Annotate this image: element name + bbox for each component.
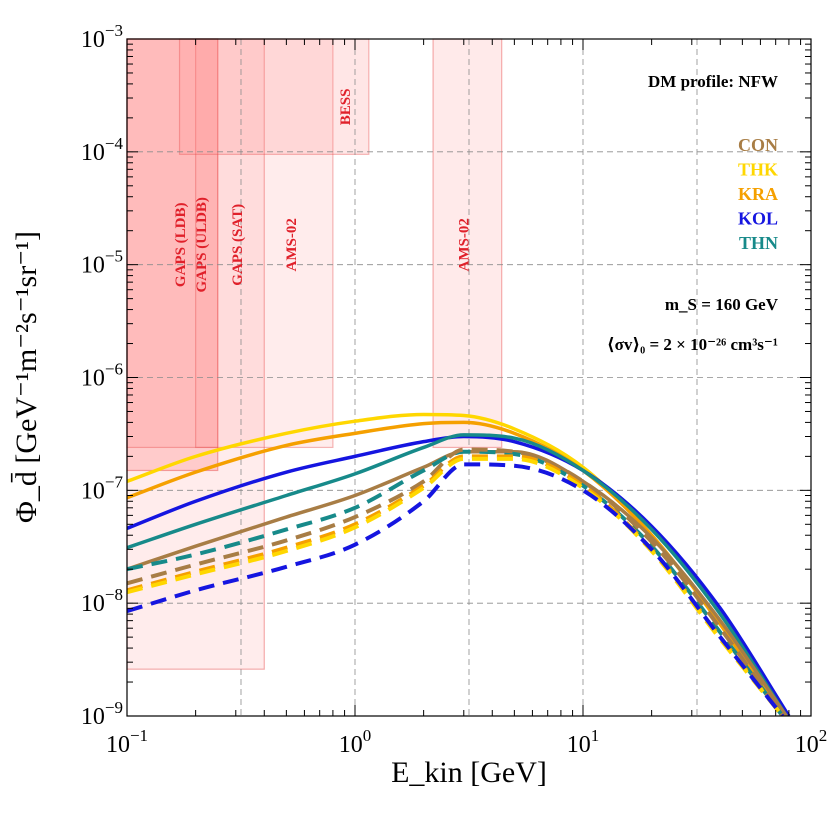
y-axis-title: Φ_d̄ [GeV⁻¹m⁻²s⁻¹sr⁻¹]: [10, 231, 43, 523]
sensitivity-region: [195, 38, 334, 449]
sensitivity-region-label: GAPS (ULDB): [194, 197, 210, 292]
y-tick-label: 10−7: [81, 472, 124, 504]
x-tick-label: 101: [567, 726, 600, 758]
legend-entry-con: CON: [738, 135, 778, 155]
sensitivity-region-label: BESS: [338, 89, 354, 126]
sensitivity-region: [178, 38, 370, 155]
legend-entry-thk: THK: [738, 160, 778, 180]
mass-annotation: m_S = 160 GeV: [665, 295, 779, 314]
sensitivity-region-label: GAPS (LDB): [173, 203, 189, 288]
y-tick-label: 10−6: [81, 360, 123, 392]
x-axis-title: E_kin [GeV]: [391, 756, 547, 789]
cross-section-annotation: ⟨σv⟩₀ = 2 × 10⁻²⁶ cm³s⁻¹: [607, 335, 778, 354]
y-tick-label: 10−8: [81, 585, 123, 617]
sensitivity-region: [126, 38, 219, 449]
y-tick-label: 10−9: [81, 698, 123, 730]
sensitivity-region: [126, 38, 219, 472]
x-tick-label: 10−1: [106, 726, 148, 758]
series-thn-solid: [127, 433, 788, 716]
sensitivity-region-label: AMS-02: [457, 218, 473, 271]
legend-entry-kra: KRA: [738, 184, 778, 204]
legend: CON THK KRA KOL THN: [738, 135, 778, 253]
sensitivity-region-label: GAPS (SAT): [230, 204, 246, 286]
flux-curves: [127, 412, 791, 716]
sensitivity-region-labels: GAPS (LDB) GAPS (ULDB) GAPS (SAT) AMS-02 BES…: [173, 89, 472, 293]
series-thk-dashed: [127, 456, 785, 716]
axis-ticks: [126, 38, 812, 717]
series-con-dashed: [127, 447, 785, 716]
x-tick-label: 100: [339, 726, 372, 758]
sensitivity-region-label: AMS-02: [284, 218, 300, 271]
series-thn-dashed: [127, 449, 785, 716]
sensitivity-region: [432, 38, 503, 449]
dm-profile-annotation: DM profile: NFW: [648, 72, 778, 91]
legend-entry-kol: KOL: [738, 209, 778, 229]
series-kol-dashed: [127, 462, 785, 716]
tick-labels: 10−1 100 101 102 10−9 10−8 10−7 10−6 10−5 10−4 10−…: [81, 21, 827, 758]
legend-entry-thn: THN: [739, 233, 778, 253]
x-tick-label: 102: [795, 726, 828, 758]
y-tick-label: 10−3: [81, 21, 123, 53]
y-tick-label: 10−4: [81, 134, 124, 166]
y-tick-label: 10−5: [81, 247, 123, 279]
series-kra-dashed: [127, 454, 785, 716]
